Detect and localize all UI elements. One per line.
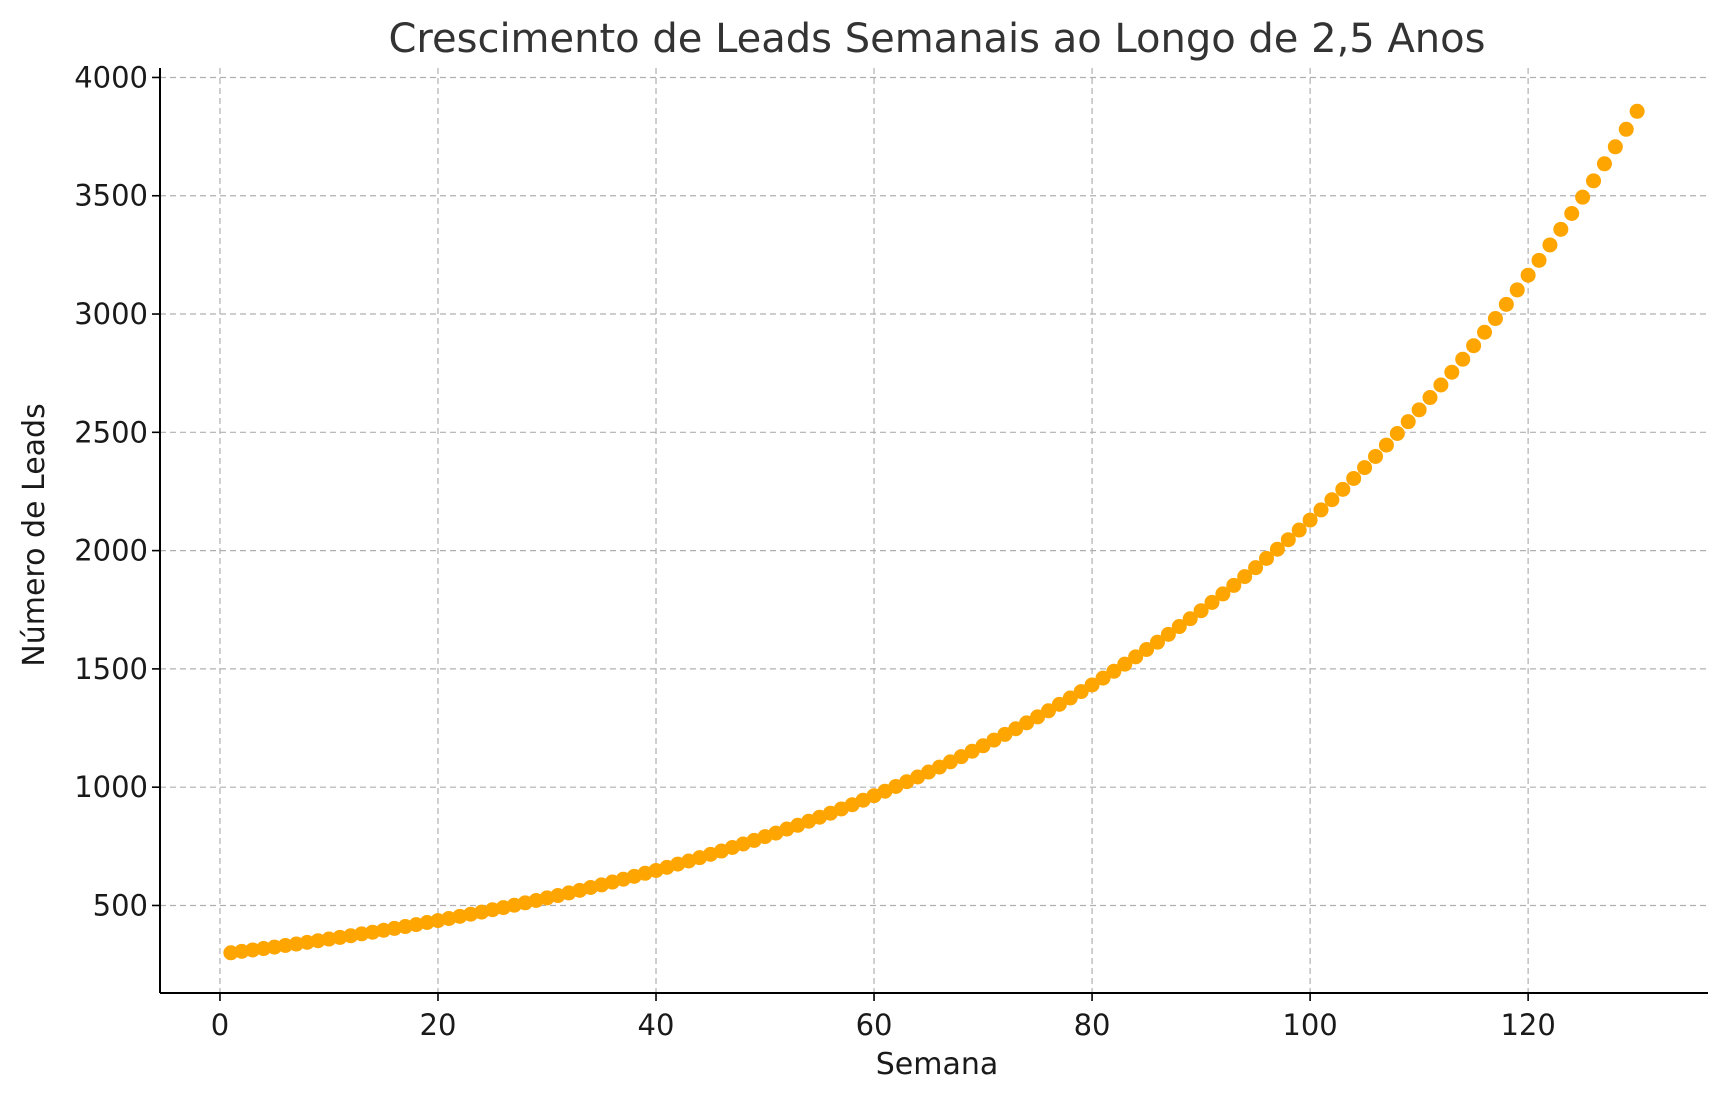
data-point (223, 945, 239, 961)
data-point (1149, 634, 1165, 650)
y-tick-label-1500: 1500 (74, 652, 148, 686)
x-tick-label-120: 120 (1500, 1008, 1555, 1042)
y-axis-label: Número de Leads (17, 403, 52, 666)
data-point (1160, 626, 1176, 642)
data-point (1073, 684, 1089, 700)
data-point (1575, 189, 1591, 205)
y-tick-label-1000: 1000 (74, 770, 148, 804)
x-axis-label: Semana (876, 1047, 999, 1082)
data-point (1051, 696, 1067, 712)
x-tick-label-100: 100 (1282, 1008, 1337, 1042)
data-point (1542, 237, 1558, 253)
data-point (1313, 502, 1329, 518)
data-point (1040, 703, 1056, 719)
data-point (1128, 649, 1144, 665)
data-point (1117, 656, 1133, 672)
data-point (1171, 619, 1187, 635)
y-tick-label-500: 500 (93, 888, 148, 922)
data-point (1095, 670, 1111, 686)
data-point (277, 937, 293, 953)
data-point (1106, 663, 1122, 679)
data-point (1182, 611, 1198, 627)
data-point (1509, 282, 1525, 298)
data-point (1291, 522, 1307, 538)
data-point (1596, 156, 1612, 172)
data-point (1607, 139, 1623, 155)
data-point (1302, 512, 1318, 528)
data-point (1586, 173, 1602, 189)
data-point (256, 941, 272, 957)
data-point (1139, 641, 1155, 657)
data-point (1411, 402, 1427, 418)
data-point (1346, 470, 1362, 486)
data-points-layer (223, 103, 1645, 961)
x-tick-label-0: 0 (211, 1008, 229, 1042)
data-point (1269, 541, 1285, 557)
data-point (1531, 252, 1547, 268)
data-point (1466, 338, 1482, 354)
x-tick-label-40: 40 (638, 1008, 675, 1042)
data-point (1324, 492, 1340, 508)
data-point (1084, 677, 1100, 693)
data-point (1248, 560, 1264, 576)
grid-layer (160, 68, 1708, 993)
data-point (1553, 221, 1569, 237)
data-point (1378, 437, 1394, 453)
data-point (1335, 481, 1351, 497)
data-point (1215, 586, 1231, 602)
data-point (1389, 426, 1405, 442)
x-tick-label-20: 20 (420, 1008, 457, 1042)
data-point (1030, 709, 1046, 725)
y-tick-label-4000: 4000 (74, 60, 148, 94)
x-tick-label-60: 60 (856, 1008, 893, 1042)
data-point (1237, 569, 1253, 585)
data-point (1204, 594, 1220, 610)
y-tick-label-2000: 2000 (74, 534, 148, 568)
data-point (234, 943, 250, 959)
data-point (1618, 121, 1634, 137)
data-point (1226, 577, 1242, 593)
data-point (1357, 460, 1373, 476)
data-point (1258, 550, 1274, 566)
data-point (1455, 351, 1471, 367)
data-point (1368, 448, 1384, 464)
data-point (1477, 324, 1493, 340)
y-tick-label-3500: 3500 (74, 179, 148, 213)
data-point (1062, 690, 1078, 706)
data-point (1629, 103, 1645, 119)
y-tick-label-3000: 3000 (74, 297, 148, 331)
data-point (245, 942, 261, 958)
data-point (1498, 296, 1514, 312)
data-point (1564, 205, 1580, 221)
tick-layer: 0 20 40 60 80 100 120 500 1000 1500 2000 2500 3000 35… (74, 60, 1556, 1042)
axis-layer (159, 68, 1708, 994)
data-point (1487, 311, 1503, 327)
data-point (1280, 532, 1296, 548)
data-point (1193, 603, 1209, 619)
data-point (1520, 267, 1536, 283)
x-tick-label-80: 80 (1074, 1008, 1111, 1042)
data-point (1422, 390, 1438, 406)
y-tick-label-2500: 2500 (74, 415, 148, 449)
data-point (1444, 364, 1460, 380)
data-point (1433, 377, 1449, 393)
chart-title: Crescimento de Leads Semanais ao Longo d… (389, 16, 1486, 62)
data-point (1400, 414, 1416, 430)
